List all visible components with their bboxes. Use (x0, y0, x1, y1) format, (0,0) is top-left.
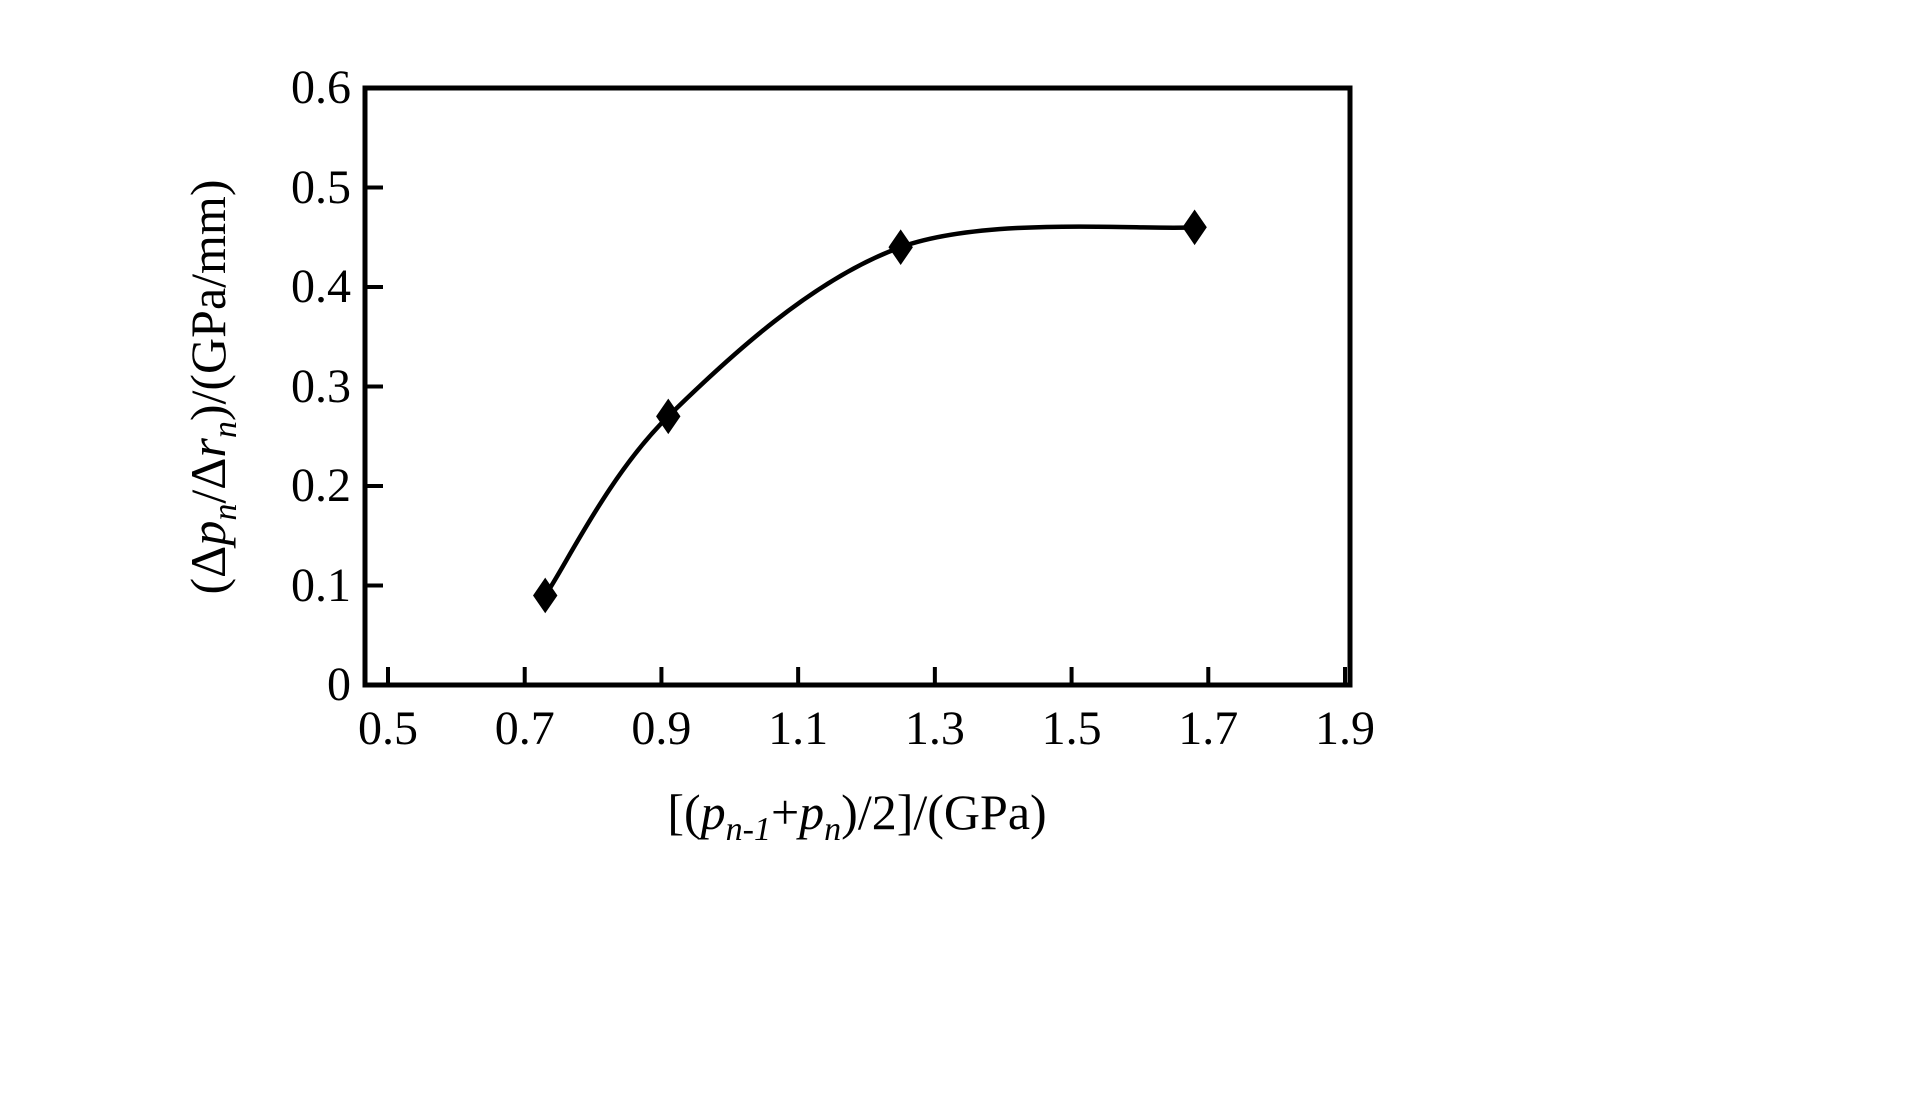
y-tick-label: 0 (327, 658, 351, 711)
axis-label-part: [( (667, 784, 701, 840)
data-point-marker (656, 398, 681, 435)
data-point-marker (1182, 209, 1207, 246)
data-point-marker (533, 577, 558, 614)
axis-label-part: (Δ (180, 545, 236, 595)
x-tick-label: 1.5 (1041, 702, 1102, 755)
x-tick-label: 0.9 (631, 702, 692, 755)
axis-label-part: n (207, 421, 244, 439)
axis-label-part: p (180, 520, 236, 546)
axis-label-part: /Δ (180, 457, 236, 504)
axis-label-part: p (799, 784, 825, 840)
x-tick-label: 0.7 (494, 702, 555, 755)
data-point-marker (888, 229, 913, 265)
axis-label-part: r (180, 438, 236, 458)
y-tick-label: 0.6 (291, 61, 351, 114)
y-tick-label: 0.5 (291, 160, 351, 214)
x-tick-label: 1.1 (768, 702, 829, 755)
x-tick-label: 1.7 (1178, 702, 1239, 755)
plot-frame (362, 85, 1353, 688)
x-tick-label: 1.9 (1315, 702, 1375, 755)
y-axis-label: (Δpn/Δrn)/(GPa/mm) (178, 7, 244, 767)
y-tick-label: 0.3 (291, 359, 351, 413)
data-curve (542, 224, 1197, 598)
x-tick-label: 1.3 (904, 702, 965, 755)
x-axis-label: [(pn-1+pn)/2]/(GPa) (357, 782, 1357, 847)
axis-label-part: n (824, 811, 842, 848)
axis-label-part: p (700, 784, 726, 840)
x-tick-label: 0.5 (358, 702, 418, 755)
y-tick-label: 0.2 (291, 459, 351, 512)
axis-label-part: + (770, 784, 800, 840)
y-tick-label: 0.4 (291, 260, 351, 313)
axis-label-part: )/(GPa/mm) (180, 179, 236, 422)
y-tick-label: 0.1 (291, 558, 351, 612)
axis-label-part: )/2]/(GPa) (841, 784, 1047, 840)
axis-label-part: n-1 (725, 811, 771, 848)
axis-label-part: n (207, 503, 244, 521)
